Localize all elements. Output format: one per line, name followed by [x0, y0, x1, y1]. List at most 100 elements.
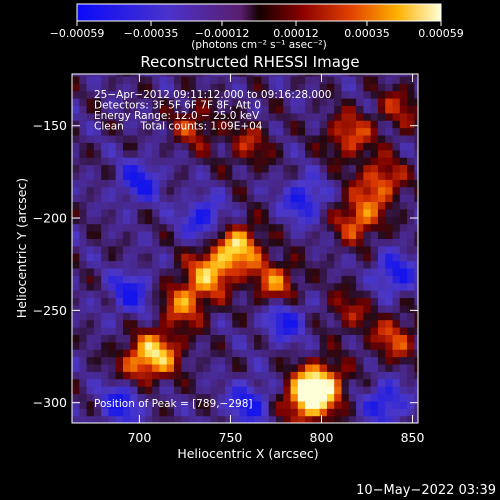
- heatmap-cell: [232, 142, 241, 151]
- heatmap-cell: [195, 90, 204, 99]
- heatmap-cell: [414, 371, 418, 380]
- heatmap-cell: [399, 98, 408, 106]
- heatmap-cell: [283, 112, 292, 121]
- heatmap-cell: [115, 386, 124, 395]
- heatmap-cell: [348, 400, 357, 409]
- heatmap-cell: [363, 275, 372, 284]
- heatmap-cell: [290, 393, 299, 402]
- heatmap-cell: [370, 149, 379, 158]
- heatmap-cell: [254, 282, 262, 291]
- heatmap-cell: [246, 98, 255, 106]
- heatmap-cell: [224, 171, 233, 180]
- heatmap-cell: [326, 171, 335, 180]
- heatmap-cell: [203, 297, 211, 306]
- heatmap-cell: [312, 312, 321, 321]
- heatmap-cell: [93, 393, 102, 402]
- heatmap-cell: [122, 253, 131, 262]
- heatmap-cell: [370, 378, 379, 387]
- heatmap-cell: [115, 378, 124, 387]
- heatmap-cell: [181, 230, 190, 239]
- heatmap-cell: [181, 127, 190, 136]
- heatmap-cell: [224, 120, 233, 129]
- heatmap-cell: [93, 112, 102, 121]
- heatmap-cell: [275, 83, 284, 92]
- heatmap-cell: [203, 149, 211, 158]
- heatmap-cell: [79, 98, 88, 106]
- heatmap-cell: [356, 112, 364, 121]
- heatmap-cell: [166, 164, 175, 173]
- heatmap-cell: [130, 120, 139, 129]
- heatmap-cell: [130, 245, 139, 254]
- heatmap-cell: [392, 304, 401, 313]
- heatmap-cell: [166, 75, 175, 84]
- heatmap-cell: [72, 326, 80, 335]
- heatmap-cell: [348, 120, 357, 129]
- heatmap-cell: [363, 74, 372, 77]
- heatmap-cell: [414, 105, 418, 114]
- heatmap-cell: [334, 75, 343, 84]
- heatmap-cell: [399, 238, 408, 247]
- heatmap-cell: [305, 90, 313, 99]
- heatmap-cell: [283, 349, 292, 358]
- heatmap-cell: [275, 230, 284, 239]
- heatmap-cell: [261, 349, 270, 358]
- heatmap-cell: [326, 238, 335, 247]
- heatmap-cell: [261, 230, 270, 239]
- heatmap-cell: [254, 408, 262, 417]
- heatmap-cell: [370, 90, 379, 99]
- heatmap-cell: [268, 179, 277, 188]
- heatmap-cell: [152, 378, 161, 387]
- heatmap-cell: [181, 326, 190, 335]
- heatmap-cell: [348, 356, 357, 365]
- heatmap-cell: [188, 83, 197, 92]
- heatmap-cell: [305, 194, 313, 203]
- heatmap-cell: [195, 260, 204, 269]
- heatmap-cell: [130, 98, 139, 106]
- heatmap-cell: [414, 120, 418, 129]
- heatmap-cell: [385, 112, 394, 121]
- heatmap-cell: [108, 415, 117, 423]
- heatmap-cell: [297, 245, 306, 254]
- heatmap-cell: [188, 408, 197, 417]
- heatmap-cell: [377, 304, 386, 313]
- heatmap-cell: [203, 304, 211, 313]
- heatmap-cell: [356, 164, 364, 173]
- heatmap-cell: [122, 275, 131, 284]
- heatmap-cell: [326, 90, 335, 99]
- heatmap-cell: [108, 179, 117, 188]
- heatmap-cell: [101, 186, 110, 195]
- heatmap-cell: [101, 319, 110, 328]
- heatmap-cell: [377, 260, 386, 269]
- heatmap-cell: [152, 74, 161, 77]
- heatmap-cell: [414, 297, 418, 306]
- heatmap-cell: [159, 120, 168, 129]
- heatmap-cell: [108, 319, 117, 328]
- heatmap-cell: [305, 238, 313, 247]
- annotation-detectors: Detectors: 3F 5F 6F 7F 8F, Att 0: [94, 100, 261, 112]
- heatmap-cell: [341, 120, 350, 129]
- heatmap-cell: [152, 186, 161, 195]
- heatmap-cell: [334, 149, 343, 158]
- heatmap-cell: [181, 75, 190, 84]
- heatmap-cell: [122, 393, 131, 402]
- heatmap-cell: [334, 134, 343, 143]
- heatmap-cell: [363, 98, 372, 106]
- heatmap-cell: [275, 164, 284, 173]
- heatmap-cell: [232, 260, 241, 269]
- heatmap-cell: [144, 134, 153, 143]
- heatmap-cell: [399, 149, 408, 158]
- heatmap-cell: [305, 164, 313, 173]
- heatmap-cell: [283, 230, 292, 239]
- heatmap-cell: [137, 378, 146, 387]
- heatmap-cell: [341, 98, 350, 106]
- heatmap-cell: [86, 386, 95, 395]
- heatmap-cell: [363, 297, 372, 306]
- heatmap-cell: [356, 267, 364, 276]
- heatmap-cell: [275, 415, 284, 423]
- heatmap-cell: [210, 260, 219, 269]
- heatmap-cell: [392, 223, 401, 232]
- heatmap-cell: [399, 83, 408, 92]
- heatmap-cell: [239, 149, 248, 158]
- heatmap-cell: [203, 134, 211, 143]
- heatmap-cell: [130, 105, 139, 114]
